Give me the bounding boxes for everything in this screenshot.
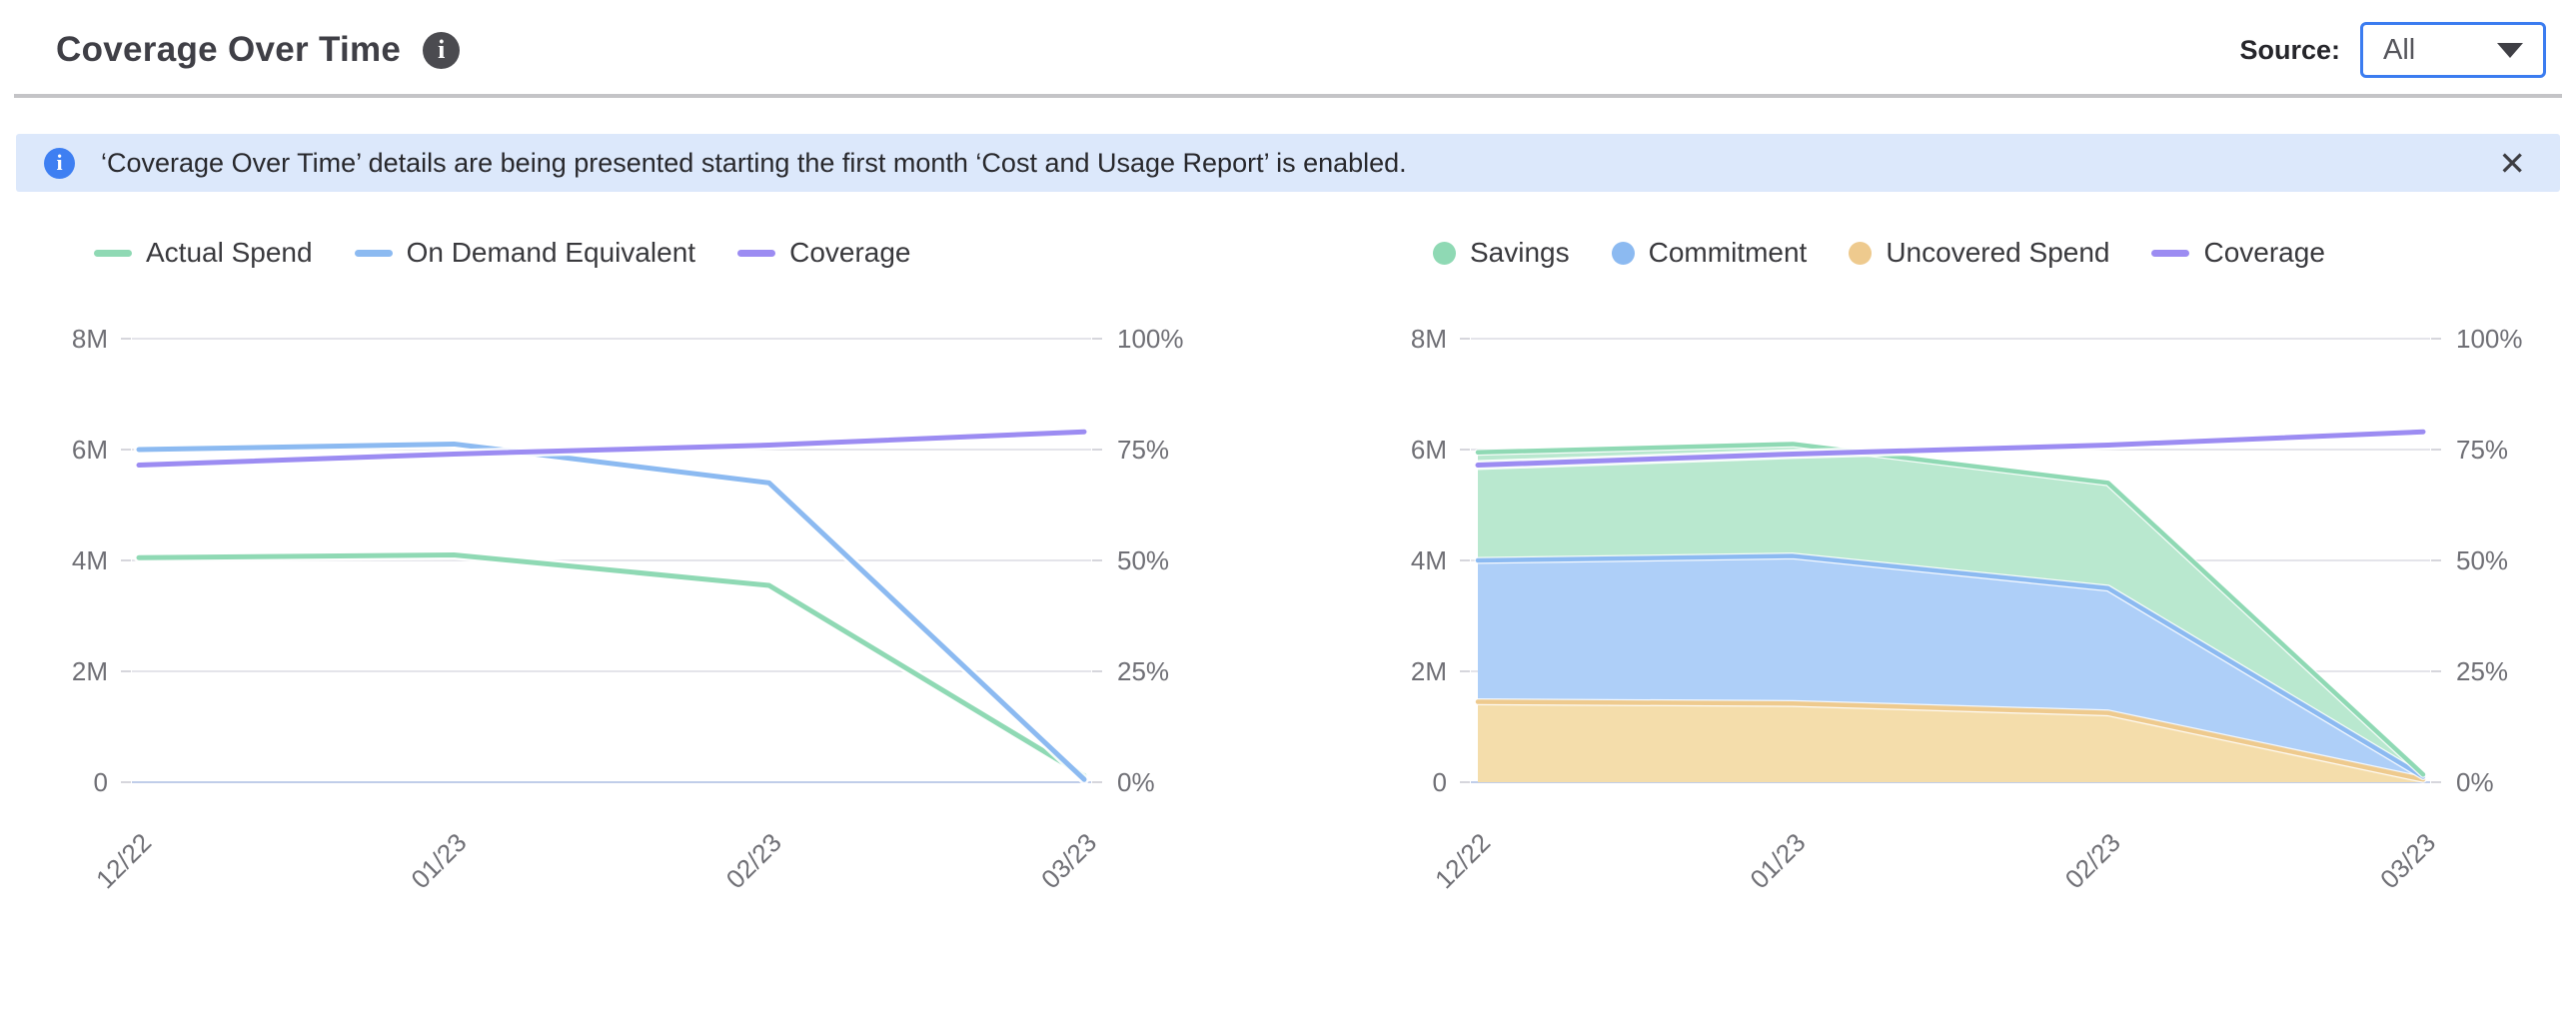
actual-spend-swatch-icon	[94, 249, 132, 257]
svg-text:75%: 75%	[1117, 435, 1169, 465]
svg-text:4M: 4M	[1411, 545, 1447, 575]
banner-close-icon[interactable]: ✕	[2492, 147, 2532, 180]
on-demand-equivalent-swatch-icon	[354, 249, 393, 257]
source-dropdown[interactable]: All	[2360, 22, 2546, 78]
svg-text:50%: 50%	[2456, 545, 2508, 575]
legend-item-on-demand-equivalent[interactable]: On Demand Equivalent	[354, 237, 696, 269]
svg-text:03/23: 03/23	[2374, 827, 2441, 894]
svg-text:100%: 100%	[2456, 324, 2523, 354]
svg-text:0%: 0%	[2456, 767, 2494, 797]
page-title: Coverage Over Time	[56, 30, 402, 69]
coverage-swatch-icon	[737, 249, 776, 257]
svg-text:4M: 4M	[72, 545, 108, 575]
svg-text:0: 0	[94, 767, 108, 797]
svg-text:01/23: 01/23	[1744, 827, 1811, 894]
area-chart-legend: Savings Commitment Uncovered Spend Coverage	[1433, 236, 2552, 270]
legend-label: Coverage	[2203, 237, 2325, 268]
banner-text: ‘Coverage Over Time’ details are being p…	[101, 147, 1407, 178]
svg-text:75%: 75%	[2456, 435, 2508, 465]
svg-text:0%: 0%	[1117, 767, 1155, 797]
legend-label: Actual Spend	[146, 237, 313, 268]
legend-label: Savings	[1470, 237, 1570, 268]
line-chart-canvas: 8M 100% 6M 75% 4M 50% 2M 25% 0 0% 12/22 01/23 02/23 0…	[72, 324, 1184, 894]
svg-text:25%: 25%	[2456, 656, 2508, 686]
chart-coverage-stacked: Savings Commitment Uncovered Spend Coverage…	[1373, 236, 2552, 915]
svg-text:8M: 8M	[1411, 324, 1447, 354]
header: Coverage Over Time i Source: All	[0, 0, 2576, 78]
svg-text:8M: 8M	[72, 324, 108, 354]
svg-text:2M: 2M	[1411, 656, 1447, 686]
legend-label: On Demand Equivalent	[406, 237, 696, 268]
header-divider	[14, 94, 2562, 98]
svg-text:12/22: 12/22	[1429, 827, 1496, 894]
legend-label: Commitment	[1648, 237, 1808, 268]
legend-label: Coverage	[789, 237, 911, 268]
charts-row: Actual Spend On Demand Equivalent Coverage…	[0, 236, 2576, 915]
uncovered-spend-swatch-icon	[1849, 241, 1873, 265]
source-dropdown-value: All	[2383, 33, 2416, 66]
svg-text:25%: 25%	[1117, 656, 1169, 686]
info-banner: i ‘Coverage Over Time’ details are being…	[16, 134, 2560, 192]
chart-coverage-lines: Actual Spend On Demand Equivalent Coverage…	[34, 236, 1213, 915]
coverage-swatch-icon	[2151, 249, 2190, 257]
svg-text:100%: 100%	[1117, 324, 1184, 354]
svg-text:02/23: 02/23	[720, 827, 787, 894]
svg-text:6M: 6M	[72, 435, 108, 465]
legend-label: Uncovered Spend	[1886, 237, 2110, 268]
title-info-icon[interactable]: i	[423, 31, 461, 69]
banner-info-icon: i	[44, 147, 75, 179]
savings-swatch-icon	[1433, 241, 1456, 265]
legend-item-coverage[interactable]: Coverage	[737, 237, 911, 269]
area-chart-canvas: 8M 100% 6M 75% 4M 50% 2M 25% 0 0% 12/22 01/23 02/23 0…	[1411, 324, 2523, 894]
commitment-swatch-icon	[1611, 241, 1635, 265]
legend-item-savings[interactable]: Savings	[1433, 237, 1570, 269]
line-chart-legend: Actual Spend On Demand Equivalent Coverage	[94, 236, 1213, 270]
svg-text:6M: 6M	[1411, 435, 1447, 465]
legend-item-uncovered-spend[interactable]: Uncovered Spend	[1849, 237, 2109, 269]
legend-item-actual-spend[interactable]: Actual Spend	[94, 237, 313, 269]
svg-text:03/23: 03/23	[1035, 827, 1102, 894]
chevron-down-icon	[2497, 42, 2523, 58]
svg-text:01/23: 01/23	[405, 827, 472, 894]
svg-text:0: 0	[1433, 767, 1447, 797]
legend-item-coverage[interactable]: Coverage	[2151, 237, 2325, 269]
legend-item-commitment[interactable]: Commitment	[1611, 237, 1808, 269]
svg-text:2M: 2M	[72, 656, 108, 686]
svg-text:12/22: 12/22	[90, 827, 157, 894]
source-label: Source:	[2239, 34, 2340, 65]
svg-text:02/23: 02/23	[2059, 827, 2126, 894]
svg-text:50%: 50%	[1117, 545, 1169, 575]
